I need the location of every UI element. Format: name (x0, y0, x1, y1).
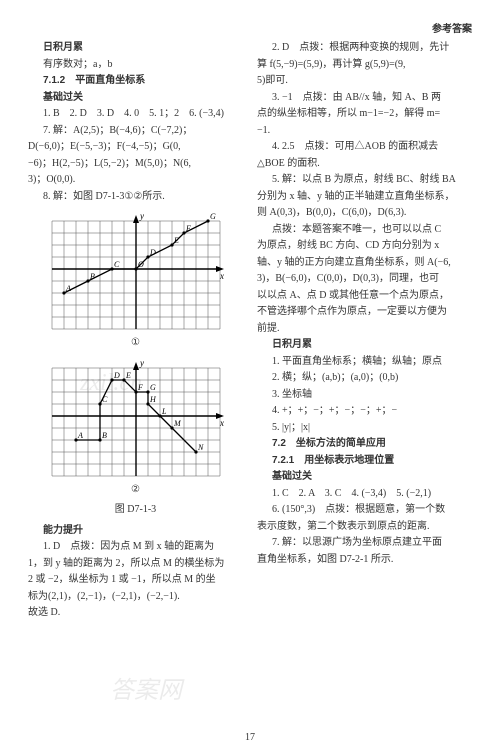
left-line-8: −6)；H(2,−5)；L(5,−2)；M(5,0)；N(6, (28, 156, 243, 173)
figure-caption: 图 D7-1-3 (28, 502, 243, 519)
svg-text:N: N (197, 443, 204, 452)
right-line-22: 3. 坐标轴 (257, 387, 472, 404)
right-line-12: 点拨：本题答案不唯一，也可以以点 C (257, 222, 472, 239)
right-line-21: 2. 横；纵；(a,b)；(a,0)；(0,b) (257, 370, 472, 387)
right-line-15: 3)，B(−6,0)，C(0,0)，D(0,3)，同理，也可 (257, 271, 472, 288)
left-line-7: D(−6,0)；E(−5,−3)；F(−4,−5)；G(0, (28, 139, 243, 156)
page: 参考答案 zxil.cn 答案网 日积月累 有序数对；a，b 7.1.2 平面直… (0, 0, 500, 747)
left-line-13: 1，到 y 轴的距离为 2，所以点 M 的横坐标为 (28, 556, 243, 573)
left-line-14: 2 或 −2，纵坐标为 1 或 −1，所以点 M 的坐 (28, 572, 243, 589)
left-column: 日积月累 有序数对；a，b 7.1.2 平面直角坐标系 基础过关 1. B 2.… (28, 40, 243, 727)
svg-text:x: x (219, 418, 224, 428)
two-column-layout: 日积月累 有序数对；a，b 7.1.2 平面直角坐标系 基础过关 1. B 2.… (28, 40, 472, 727)
right-line-2: 算 f(5,−9)=(5,9)，再计算 g(5,9)=(9, (257, 57, 472, 74)
right-heading-721: 7.2.1 用坐标表示地理位置 (257, 453, 472, 470)
right-line-13: 为原点，射线 BC 方向、CD 方向分别为 x (257, 238, 472, 255)
svg-text:D: D (113, 371, 120, 380)
svg-text:M: M (173, 419, 182, 428)
left-line-2: 有序数对；a，b (28, 57, 243, 74)
right-line-14: 轴、y 轴的正方向建立直角坐标系，则 A(−6, (257, 255, 472, 272)
right-line-1: 2. D 点拨：根据两种变换的规则，先计 (257, 40, 472, 57)
right-line-31: 7. 解：以思源广场为坐标原点建立平面 (257, 535, 472, 552)
svg-text:B: B (90, 272, 95, 281)
left-line-16: 故选 D. (28, 605, 243, 622)
right-line-24: 5. |y|；|x| (257, 420, 472, 437)
right-line-11: 则 A(0,3)，B(0,0)，C(6,0)，D(6,3). (257, 205, 472, 222)
right-line-28: 1. C 2. A 3. C 4. (−3,4) 5. (−2,1) (257, 486, 472, 503)
right-line-5: 点的纵坐标相等，所以 m−1=−2，解得 m= (257, 106, 472, 123)
left-line-5: 1. B 2. D 3. D 4. 0 5. 1；2 6. (−3,4) (28, 106, 243, 123)
svg-text:G: G (210, 212, 216, 221)
svg-text:y: y (139, 211, 144, 221)
right-line-16: 以以点 A、点 D 或其他任意一个点为原点， (257, 288, 472, 305)
left-line-15: 标为(2,1)，(2,−1)，(−2,1)，(−2,−1). (28, 589, 243, 606)
right-line-6: −1. (257, 123, 472, 140)
left-line-6: 7. 解：A(2,5)；B(−4,6)；C(−7,2)； (28, 123, 243, 140)
svg-text:G: G (150, 383, 156, 392)
svg-text:L: L (161, 407, 167, 416)
right-line-18: 前提. (257, 321, 472, 338)
chart2-label: ② (28, 482, 243, 499)
right-line-8: △BOE 的面积. (257, 156, 472, 173)
chart1-label: ① (28, 335, 243, 352)
right-line-9: 5. 解：以点 B 为原点，射线 BC、射线 BA (257, 172, 472, 189)
right-line-4: 3. −1 点拨：由 AB//x 轴，知 A、B 两 (257, 90, 472, 107)
svg-text:F: F (185, 224, 191, 233)
svg-text:C: C (102, 395, 108, 404)
grid-chart-2: yxABCDEFGHLMN (47, 356, 225, 478)
svg-text:E: E (173, 236, 179, 245)
grid-chart-1: y x A B C OD EF G (47, 209, 225, 331)
book-section-header: 参考答案 (432, 20, 472, 35)
svg-text:O: O (138, 260, 144, 269)
svg-text:A: A (77, 431, 83, 440)
left-line-10: 8. 解：如图 D7-1-3①②所示. (28, 189, 243, 206)
right-line-17: 不管选择哪个点作为原点，一定要以方便为 (257, 304, 472, 321)
svg-text:F: F (137, 383, 143, 392)
left-heading-712: 7.1.2 平面直角坐标系 (28, 73, 243, 90)
svg-text:D: D (149, 248, 156, 257)
svg-text:x: x (219, 271, 224, 281)
left-line-9: 3)；O(0,0). (28, 172, 243, 189)
right-line-7: 4. 2.5 点拨：可用△AOB 的面积减去 (257, 139, 472, 156)
right-heading-jichu2: 基础过关 (257, 469, 472, 486)
right-line-23: 4. +；+；−；+；−；−；+；− (257, 403, 472, 420)
left-heading-nengli: 能力提升 (28, 523, 243, 540)
right-line-30: 表示度数，第二个数表示到原点的距离. (257, 519, 472, 536)
svg-text:y: y (139, 358, 144, 368)
right-heading-riji: 日积月累 (257, 337, 472, 354)
left-heading-riji: 日积月累 (28, 40, 243, 57)
page-number: 17 (0, 732, 500, 743)
svg-text:C: C (114, 260, 120, 269)
right-line-32: 直角坐标系，如图 D7-2-1 所示. (257, 552, 472, 569)
right-line-20: 1. 平面直角坐标系；横轴；纵轴；原点 (257, 354, 472, 371)
right-line-10: 分别为 x 轴、y 轴的正半轴建立直角坐标系， (257, 189, 472, 206)
svg-text:A: A (65, 284, 71, 293)
svg-text:E: E (125, 371, 131, 380)
right-column: 2. D 点拨：根据两种变换的规则，先计 算 f(5,−9)=(5,9)，再计算… (257, 40, 472, 727)
svg-text:B: B (102, 431, 107, 440)
left-heading-jichu: 基础过关 (28, 90, 243, 107)
right-line-29: 6. (150°,3) 点拨：根据题意，第一个数 (257, 502, 472, 519)
left-line-12: 1. D 点拨：因为点 M 到 x 轴的距离为 (28, 539, 243, 556)
right-heading-72: 7.2 坐标方法的简单应用 (257, 436, 472, 453)
right-line-3: 5)即可. (257, 73, 472, 90)
